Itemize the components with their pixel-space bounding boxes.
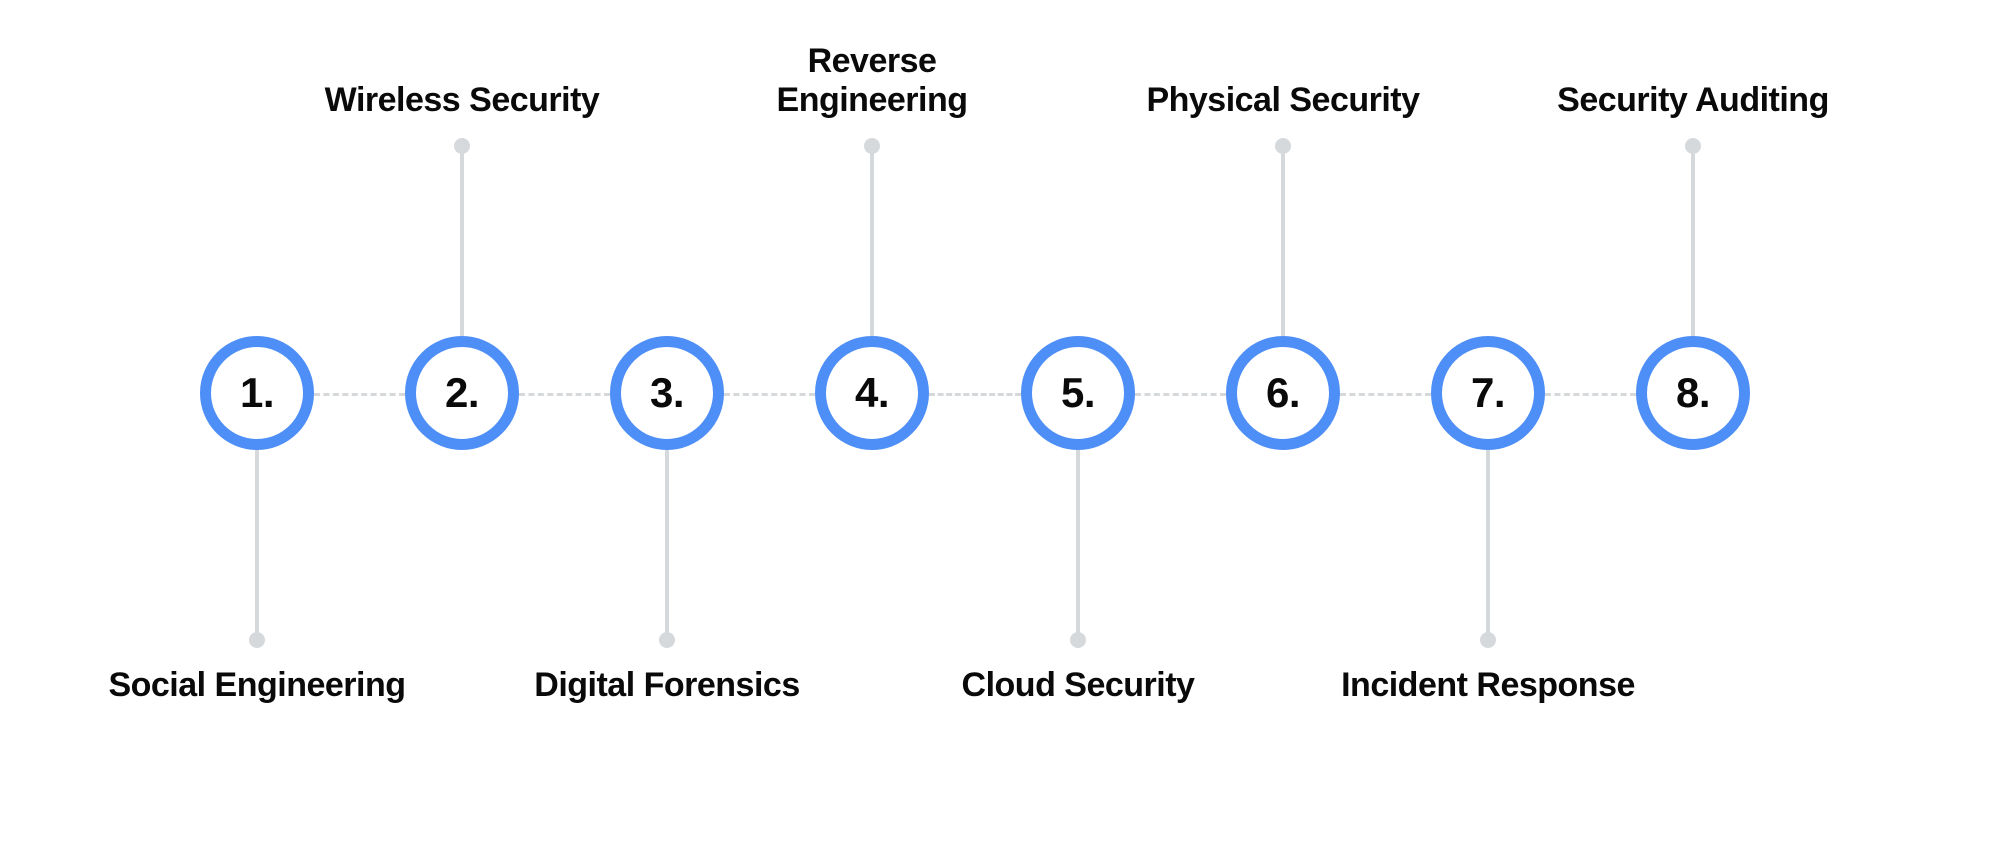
timeline-stem xyxy=(665,450,669,640)
timeline-node: 4. xyxy=(815,336,929,450)
timeline-diagram: 1. Social Engineering 2. Wireless Security 3… xyxy=(0,0,2000,848)
timeline-node-label: Incident Response xyxy=(1308,666,1668,705)
timeline-node-number: 1. xyxy=(240,369,274,417)
timeline-node: 7. xyxy=(1431,336,1545,450)
timeline-stem-dot xyxy=(1480,632,1496,648)
timeline-stem xyxy=(1076,450,1080,640)
timeline-node: 5. xyxy=(1021,336,1135,450)
timeline-node-label: Social Engineering xyxy=(77,666,437,705)
timeline-node-label: Physical Security xyxy=(1103,81,1463,120)
timeline-node: 8. xyxy=(1636,336,1750,450)
timeline-node-label: Reverse Engineering xyxy=(692,42,1052,120)
timeline-connector xyxy=(519,393,610,396)
timeline-stem-dot xyxy=(1685,138,1701,154)
timeline-stem-dot xyxy=(249,632,265,648)
timeline-stem-dot xyxy=(864,138,880,154)
timeline-connector xyxy=(1545,393,1636,396)
timeline-node-label: Cloud Security xyxy=(898,666,1258,705)
timeline-node: 2. xyxy=(405,336,519,450)
timeline-node-number: 2. xyxy=(445,369,479,417)
timeline-node-number: 6. xyxy=(1266,369,1300,417)
timeline-connector xyxy=(1135,393,1226,396)
timeline-node: 1. xyxy=(200,336,314,450)
timeline-stem-dot xyxy=(454,138,470,154)
timeline-node-label: Digital Forensics xyxy=(487,666,847,705)
timeline-node-number: 3. xyxy=(650,369,684,417)
timeline-node-number: 4. xyxy=(855,369,889,417)
timeline-node-number: 5. xyxy=(1061,369,1095,417)
timeline-stem-dot xyxy=(659,632,675,648)
timeline-connector xyxy=(929,393,1021,396)
timeline-stem-dot xyxy=(1275,138,1291,154)
timeline-connector xyxy=(314,393,405,396)
timeline-stem xyxy=(1486,450,1490,640)
timeline-connector xyxy=(724,393,815,396)
timeline-node-number: 7. xyxy=(1471,369,1505,417)
timeline-connector xyxy=(1340,393,1431,396)
timeline-stem xyxy=(460,146,464,336)
timeline-stem xyxy=(255,450,259,640)
timeline-node-number: 8. xyxy=(1676,369,1710,417)
timeline-node: 6. xyxy=(1226,336,1340,450)
timeline-node: 3. xyxy=(610,336,724,450)
timeline-node-label: Wireless Security xyxy=(282,81,642,120)
timeline-node-label: Security Auditing xyxy=(1513,81,1873,120)
timeline-stem-dot xyxy=(1070,632,1086,648)
timeline-stem xyxy=(1281,146,1285,336)
timeline-stem xyxy=(1691,146,1695,336)
timeline-stem xyxy=(870,146,874,336)
